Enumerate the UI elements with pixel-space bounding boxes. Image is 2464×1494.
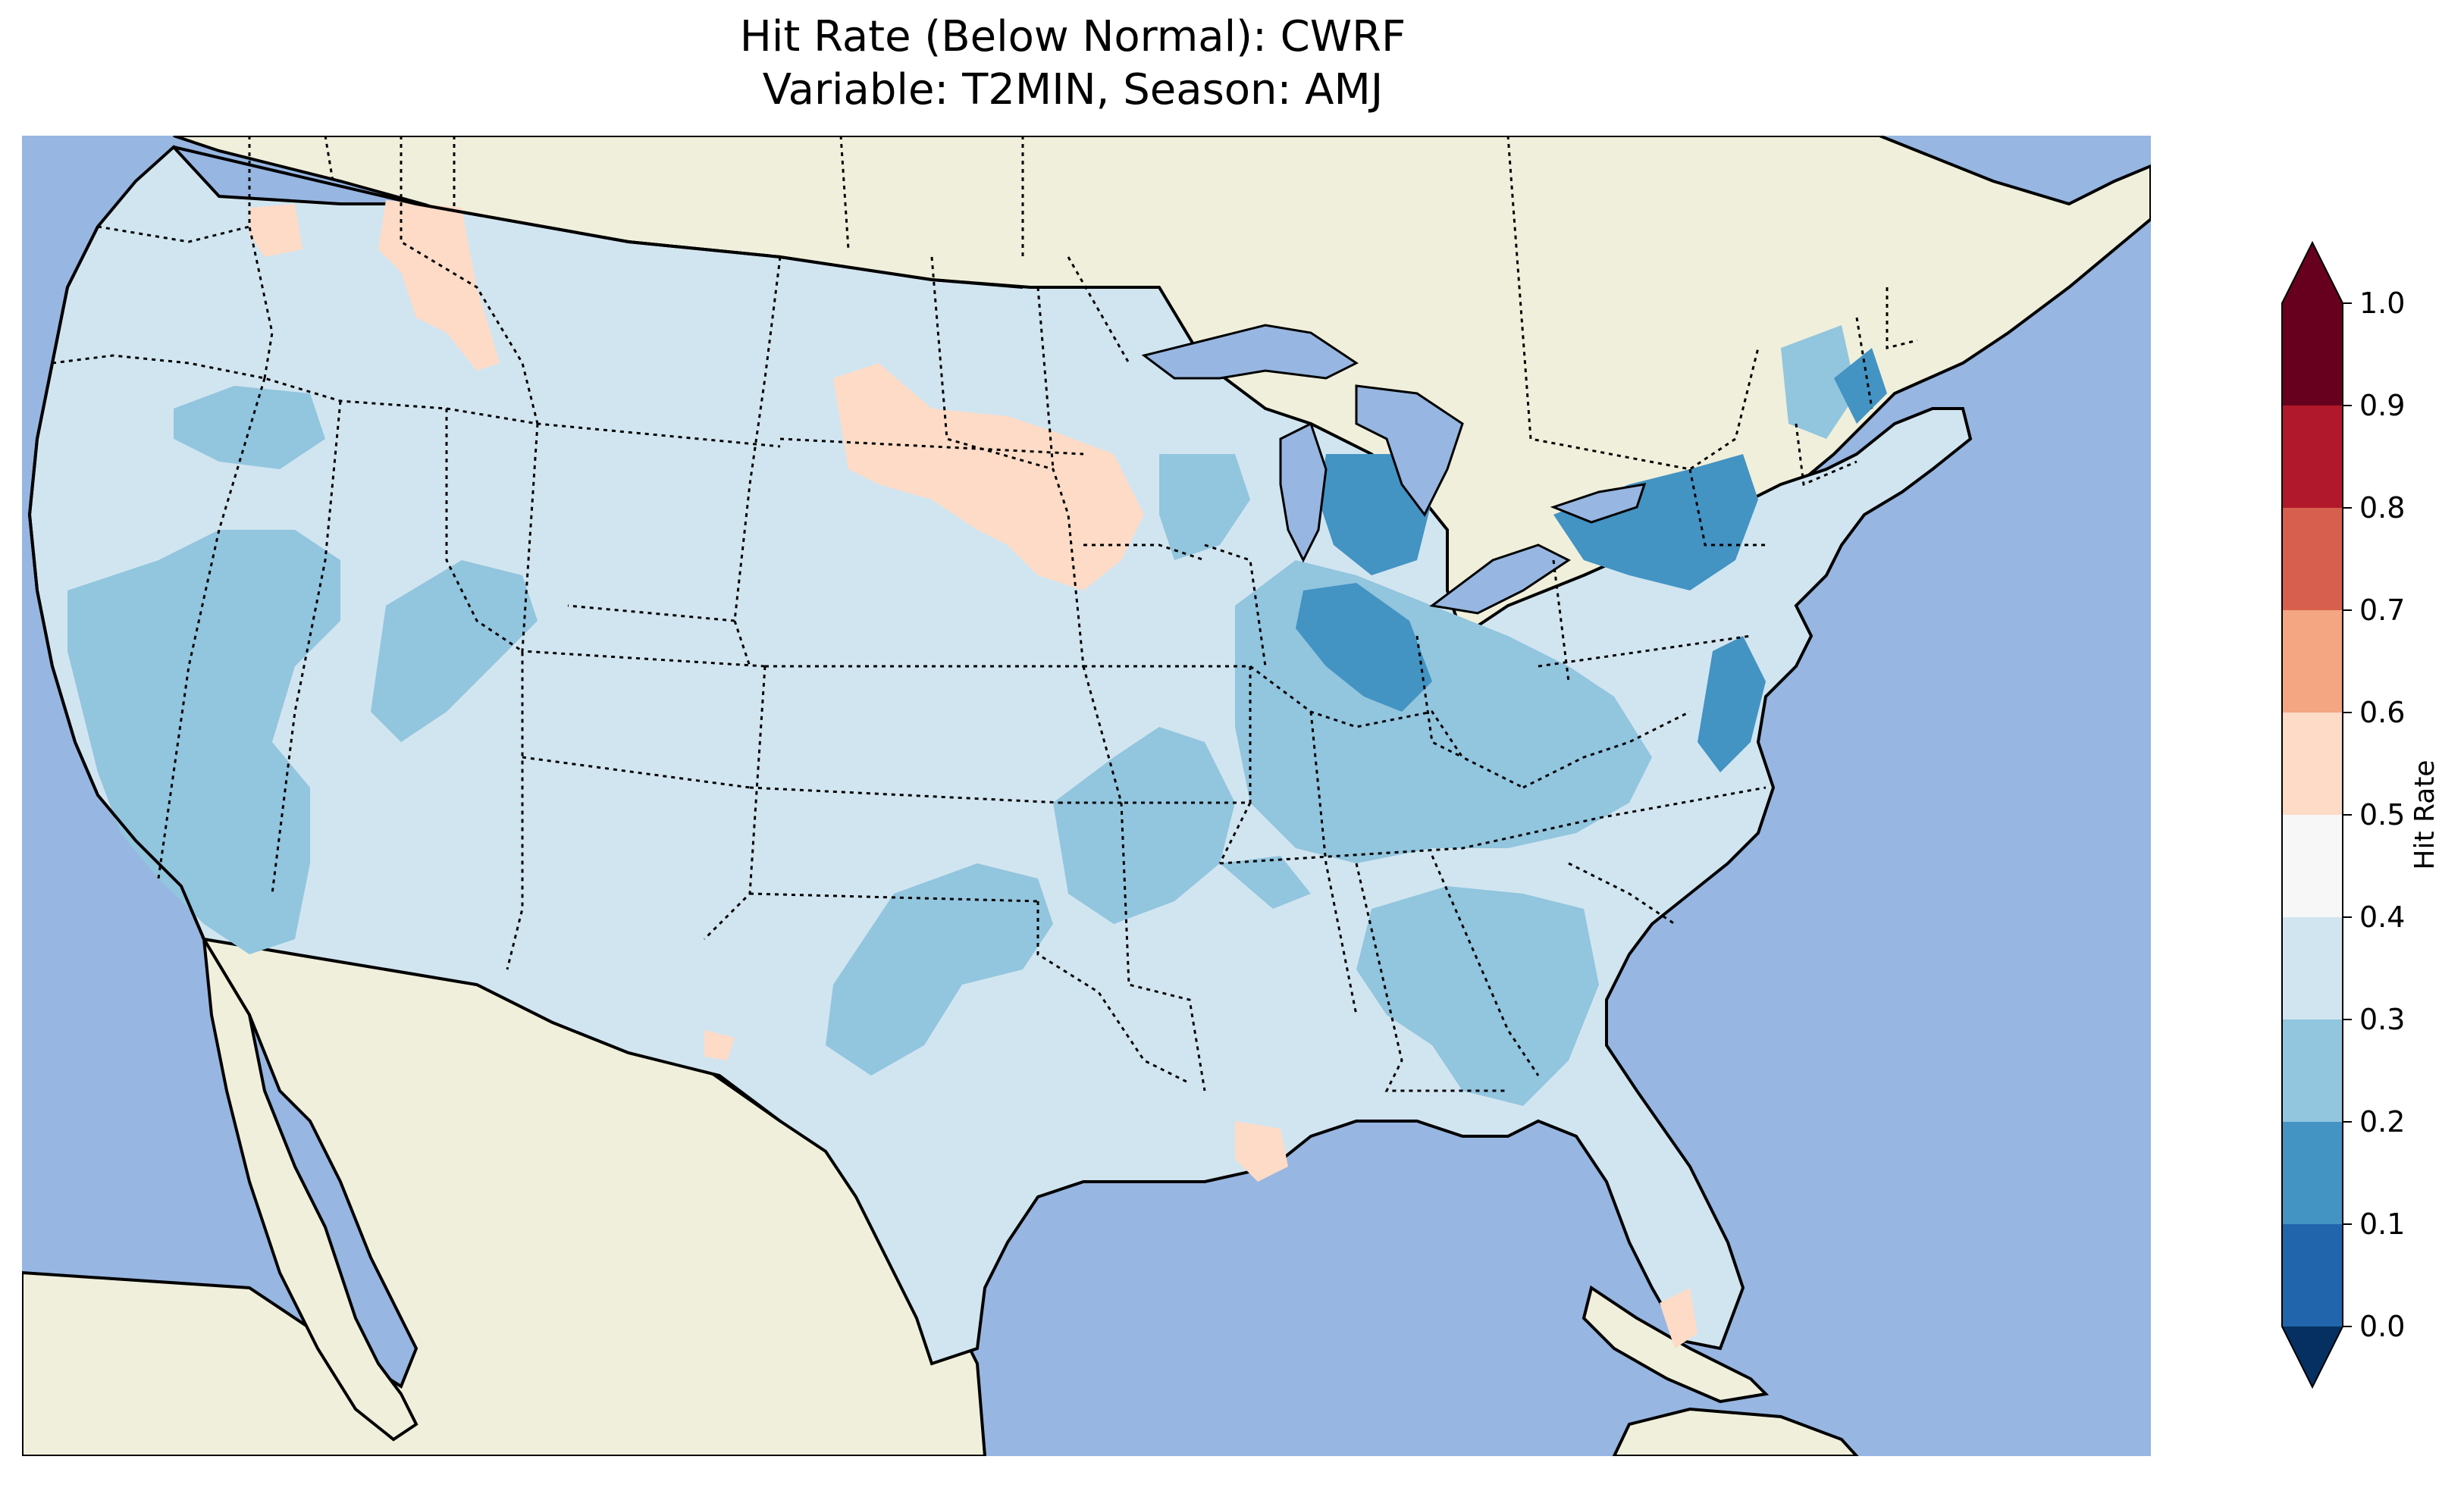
figure-subtitle: Variable: T2MIN, Season: AMJ — [762, 65, 1384, 114]
land-baja — [202, 938, 419, 1442]
colorbar-tick-label: 0.4 — [2359, 900, 2405, 934]
colorbar-swatch — [2282, 815, 2343, 917]
figure-title: Hit Rate (Below Normal): CWRF — [739, 12, 1406, 61]
colorbar-tick-label: 0.0 — [2359, 1310, 2405, 1343]
colorbar-tick-label: 0.1 — [2359, 1207, 2405, 1241]
colorbar-tick-label: 0.6 — [2359, 696, 2405, 729]
us-canada-border — [173, 146, 1024, 289]
colorbar: 0.0 0.1 0.2 0.3 0.4 0.5 0.6 0.7 0.8 0.9 1.0 Hit Ra… — [2281, 240, 2440, 1389]
colorbar-label: Hit Rate — [2409, 760, 2440, 869]
colorbar-tick-label: 0.7 — [2359, 594, 2405, 627]
colorbar-swatch — [2282, 406, 2343, 508]
patches-05-06 — [249, 200, 1698, 1348]
coastline — [27, 226, 205, 940]
colorbar-tick-label: 0.5 — [2359, 798, 2405, 832]
colorbar-ticks: 0.0 0.1 0.2 0.3 0.4 0.5 0.6 0.7 0.8 0.9 1.0 — [2343, 287, 2405, 1343]
colorbar-swatch — [2282, 1019, 2343, 1122]
colorbar-tick-label: 1.0 — [2359, 287, 2405, 320]
colorbar-tick-label: 0.9 — [2359, 389, 2405, 422]
colorbar-extend-max — [2282, 243, 2343, 303]
province-borders — [324, 136, 1760, 471]
colorbar-swatch — [2282, 303, 2343, 406]
hit-rate-map — [22, 136, 2151, 1456]
great-lakes — [1141, 324, 1647, 615]
colorbar-tick-label: 0.3 — [2359, 1003, 2405, 1036]
patches-03-04 — [67, 325, 1857, 1106]
colorbar-swatch — [2282, 1224, 2343, 1326]
colorbar-swatch — [2282, 610, 2343, 713]
colorbar-swatch — [2282, 713, 2343, 815]
colorbar-swatches — [2281, 240, 2343, 1389]
colorbar-swatch — [2282, 917, 2343, 1019]
colorbar-extend-min — [2282, 1326, 2343, 1387]
state-borders — [52, 136, 1918, 1092]
land-yucatan — [1612, 1407, 1859, 1456]
colorbar-swatch — [2282, 1122, 2343, 1224]
colorbar-swatch — [2282, 508, 2343, 610]
colorbar-tick-label: 0.8 — [2359, 491, 2405, 525]
colorbar-tick-label: 0.2 — [2359, 1105, 2405, 1139]
